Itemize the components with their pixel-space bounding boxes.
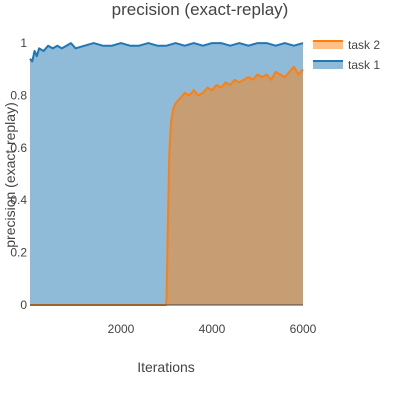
x-tick-label: 2000 <box>108 322 135 336</box>
y-tick-label: 0.8 <box>10 88 27 102</box>
legend-swatch <box>313 41 343 49</box>
y-tick-label: 0.2 <box>10 246 27 260</box>
x-axis-label: Iterations <box>137 359 195 375</box>
series-area-task-2 <box>30 66 303 305</box>
y-tick-label: 1 <box>20 36 27 50</box>
series-line-task-1 <box>29 42 304 63</box>
legend-label: task 2 <box>348 38 380 52</box>
y-axis-ticks: 0 0.2 0.4 0.6 0.8 1 <box>10 36 27 312</box>
plot-area <box>30 43 303 305</box>
legend-label: task 1 <box>348 58 380 72</box>
x-tick-label: 4000 <box>199 322 226 336</box>
chart-title: precision (exact-replay) <box>112 0 289 19</box>
legend-item-task-2[interactable]: task 2 <box>313 38 380 52</box>
legend-swatch <box>313 61 343 69</box>
x-axis-ticks: 2000 4000 6000 <box>108 322 317 336</box>
legend[interactable]: task 2 task 1 <box>313 38 380 72</box>
legend-item-task-1[interactable]: task 1 <box>313 58 380 72</box>
y-axis-label: precision (exact-replay) <box>2 102 18 248</box>
x-tick-label: 6000 <box>290 322 317 336</box>
y-tick-label: 0.6 <box>10 141 27 155</box>
y-tick-label: 0.4 <box>10 193 27 207</box>
y-tick-label: 0 <box>20 298 27 312</box>
